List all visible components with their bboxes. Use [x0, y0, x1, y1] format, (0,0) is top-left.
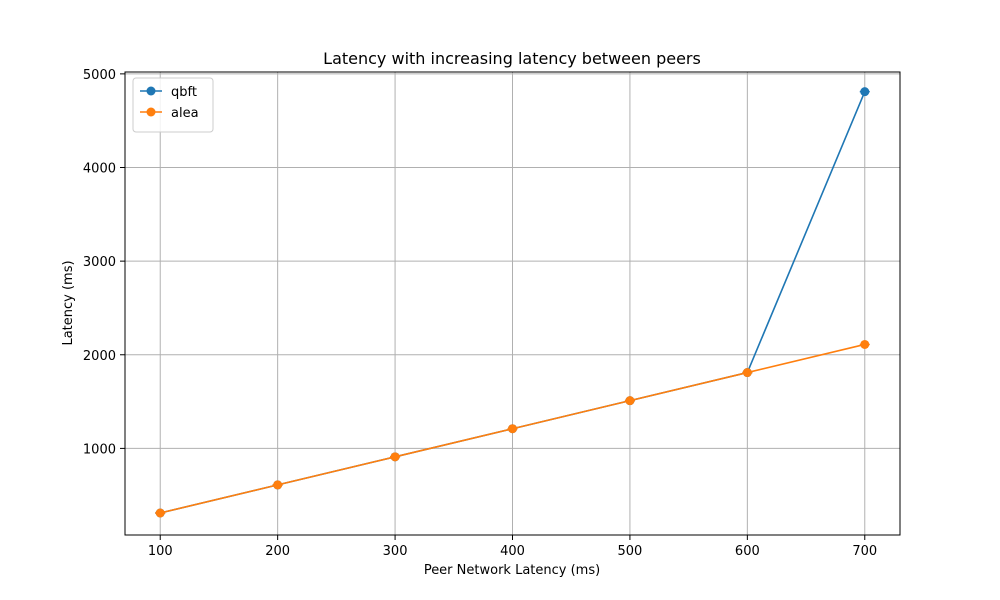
legend: qbft alea [132, 77, 214, 133]
x-tick-label: 600 [735, 544, 760, 559]
legend-marker-alea [146, 107, 156, 117]
x-tick-label: 300 [383, 544, 408, 559]
data-point-qbft [860, 87, 870, 97]
ticks: 100 200 300 400 500 600 700 1000 2000 3000 4000 500… [83, 68, 877, 559]
chart-title: Latency with increasing latency between … [323, 49, 701, 68]
series-alea [155, 339, 870, 518]
y-tick-label: 5000 [83, 68, 116, 83]
x-axis-label: Peer Network Latency (ms) [424, 563, 600, 578]
x-tick-label: 700 [852, 544, 877, 559]
data-point-alea [273, 480, 283, 490]
y-axis-label: Latency (ms) [61, 260, 76, 345]
grid [125, 72, 900, 535]
x-tick-label: 200 [265, 544, 290, 559]
data-point-alea [390, 452, 400, 462]
legend-label-qbft: qbft [171, 85, 197, 100]
x-tick-label: 400 [500, 544, 525, 559]
y-tick-label: 2000 [83, 349, 116, 364]
series-layer [155, 87, 870, 518]
y-tick-label: 3000 [83, 255, 116, 270]
y-tick-label: 4000 [83, 162, 116, 177]
data-point-alea [155, 508, 165, 518]
data-point-alea [508, 424, 517, 434]
legend-label-alea: alea [171, 106, 199, 121]
x-tick-label: 500 [618, 544, 643, 559]
y-tick-label: 1000 [83, 442, 116, 457]
x-tick-label: 100 [148, 544, 173, 559]
data-point-alea [860, 339, 870, 349]
legend-marker-qbft [146, 86, 156, 96]
data-point-alea [625, 396, 635, 406]
data-point-alea [742, 368, 752, 378]
